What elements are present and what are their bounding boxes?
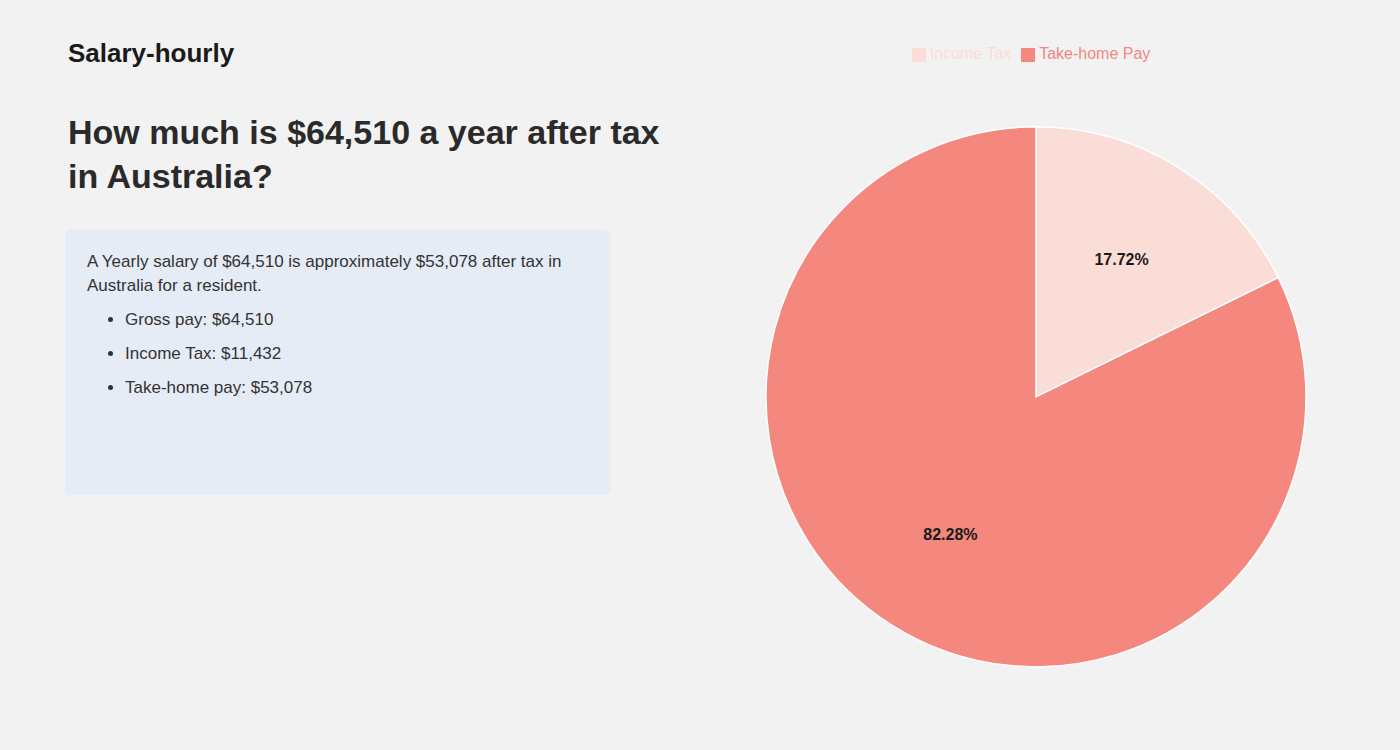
- html-text:Australia for a resident.: Australia for a resident.: [87, 276, 262, 295]
- svg-text:82.28%: 82.28%: [923, 526, 977, 543]
- html-text:How much is $64,510 a year aft: How much is $64,510 a year after tax in …: [68, 113, 660, 196]
- html-text:Income Tax: Income Tax: [929, 45, 1012, 62]
- html-text:Take-home pay: $53,078: Take-home pay: $53,078: [125, 378, 313, 397]
- html-text:Take-home Pay: Take-home Pay: [1039, 45, 1151, 62]
- html-text:A Yearly salary of $64,510 is: A Yearly salary of $64,510 is approximat…: [87, 252, 562, 271]
- html-text:Income Tax: $11,432: Income Tax: $11,432: [125, 344, 282, 363]
- html-text:Salary-hourly: Salary-hourly: [68, 38, 235, 68]
- html-text:Gross pay: $64,510: Gross pay: $64,510: [125, 310, 274, 329]
- svg-text:17.72%: 17.72%: [1094, 251, 1148, 268]
